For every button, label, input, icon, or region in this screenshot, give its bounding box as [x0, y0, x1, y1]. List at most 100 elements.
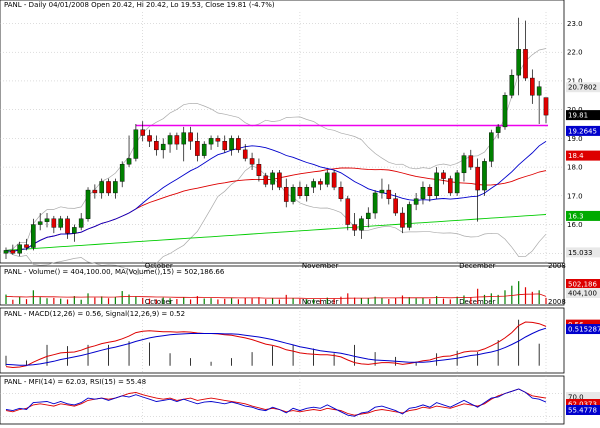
candle-body [201, 143, 207, 156]
mfi-rsi-panel-title: PANL - MFI(14) = 62.03, RSI(15) = 55.48 [4, 378, 146, 386]
candle-body [85, 189, 91, 219]
sma200-line [5, 214, 547, 251]
volume-ma-tag-bg [566, 279, 600, 289]
candle-body [372, 192, 378, 214]
candle-body [324, 172, 330, 185]
macd-panel: PANL - MACD(12,26) = 0.56, Signal(12,26,… [0, 307, 600, 374]
volume-x-tick-label: 2008 [548, 298, 566, 306]
signal-tag: 0.515287 [568, 326, 600, 334]
price-y-tick-label: 21.0 [567, 77, 583, 85]
candle-body [420, 186, 426, 199]
price-y-tick-label: 23.0 [567, 20, 583, 28]
macd-histogram [5, 319, 540, 366]
candle-body [188, 132, 193, 142]
rsi-tag: 55.4778 [568, 407, 597, 415]
volume-panel-title: PANL - Volume() = 404,100.00, MA(Volume(… [4, 268, 225, 276]
sma20-line [5, 141, 547, 253]
candle-body [113, 181, 118, 194]
candle-body [17, 244, 22, 254]
upper-bollinger-band [5, 48, 547, 251]
candle-body [167, 135, 173, 145]
candle-body [277, 172, 282, 188]
candle-body [154, 141, 159, 151]
mfi-line [5, 388, 547, 416]
macd-gridlines [142, 308, 547, 373]
price-y-tick-label: 16.0 [567, 221, 583, 229]
macd-panel-title: PANL - MACD(12,26) = 0.56, Signal(12,26,… [4, 310, 185, 318]
price-y-tick-label: 18.0 [567, 164, 583, 172]
price-panel-title: PANL - Daily 04/01/2008 Open 20.42, Hi 2… [4, 1, 275, 9]
candle-body [44, 218, 50, 222]
candle-body [160, 143, 166, 151]
candle-body [215, 138, 221, 142]
candle-body [489, 132, 494, 162]
lower-band-tag-bg [566, 247, 600, 258]
candle-body [290, 186, 296, 202]
signal-line [5, 327, 547, 366]
volume-x-tick-label: October [145, 298, 173, 306]
candle-body [222, 141, 228, 151]
candle-body [256, 164, 262, 176]
candle-body [495, 126, 501, 133]
upper-band-tag: 20.7802 [568, 84, 597, 92]
price-panel-frame [0, 0, 565, 264]
macd-panel-frame [0, 307, 565, 374]
candle-body [543, 97, 549, 116]
volume-panel: PANL - Volume() = 404,100.00, MA(Volume(… [0, 265, 600, 306]
price-panel: PANL - Daily 04/01/2008 Open 20.42, Hi 2… [0, 0, 600, 275]
candle-body [119, 164, 125, 182]
candle-body [454, 172, 460, 194]
candle-body [229, 138, 234, 151]
candle-body [58, 218, 63, 228]
candle-body [331, 172, 337, 188]
candle-body [379, 189, 385, 194]
candle-body [65, 218, 70, 234]
sma20-tag-bg [566, 125, 600, 136]
candle-body [400, 212, 405, 228]
candle-body [427, 186, 433, 197]
candle-body [509, 74, 515, 96]
candle-body [516, 49, 521, 76]
candle-body [92, 189, 98, 194]
sma50-tag: 18.4 [568, 152, 584, 160]
price-y-ticks: 23.022.021.020.019.018.017.016.015.0 [567, 20, 583, 258]
candle-body [386, 189, 392, 199]
volume-panel-frame [0, 265, 565, 306]
volume-tag-bg [566, 288, 600, 298]
candle-body [461, 155, 467, 174]
close-price-tag: 19.81 [568, 112, 588, 120]
candle-body [406, 204, 412, 228]
candle-body [502, 95, 508, 128]
candle-body [249, 158, 255, 165]
candle-body [263, 175, 269, 185]
candle-body [441, 172, 446, 179]
candle-body [352, 224, 357, 231]
price-y-tick-label: 17.0 [567, 192, 583, 200]
candle-body [530, 77, 535, 96]
candle-body [51, 218, 57, 228]
sma20-tag: 19.2645 [568, 127, 597, 135]
candle-body [99, 181, 104, 194]
candle-body [393, 198, 398, 214]
candle-body [174, 135, 180, 145]
candle-body [283, 186, 289, 202]
candle-body [475, 166, 480, 191]
candle-body [434, 172, 439, 197]
candle-body [297, 186, 303, 197]
candle-body [468, 155, 474, 168]
bollinger-bands [5, 48, 547, 275]
candle-body [208, 138, 214, 145]
candle-body [359, 218, 364, 231]
candle-body [345, 198, 351, 225]
upper-band-tag-bg [566, 82, 600, 93]
candle-body [338, 186, 344, 199]
candle-body [126, 158, 132, 165]
sma200-tag: 16.3 [568, 212, 584, 220]
lower-band-tag: 15.033 [568, 249, 593, 257]
candle-body [3, 250, 9, 254]
candle-body [195, 141, 200, 156]
lower-bollinger-band [5, 165, 547, 275]
